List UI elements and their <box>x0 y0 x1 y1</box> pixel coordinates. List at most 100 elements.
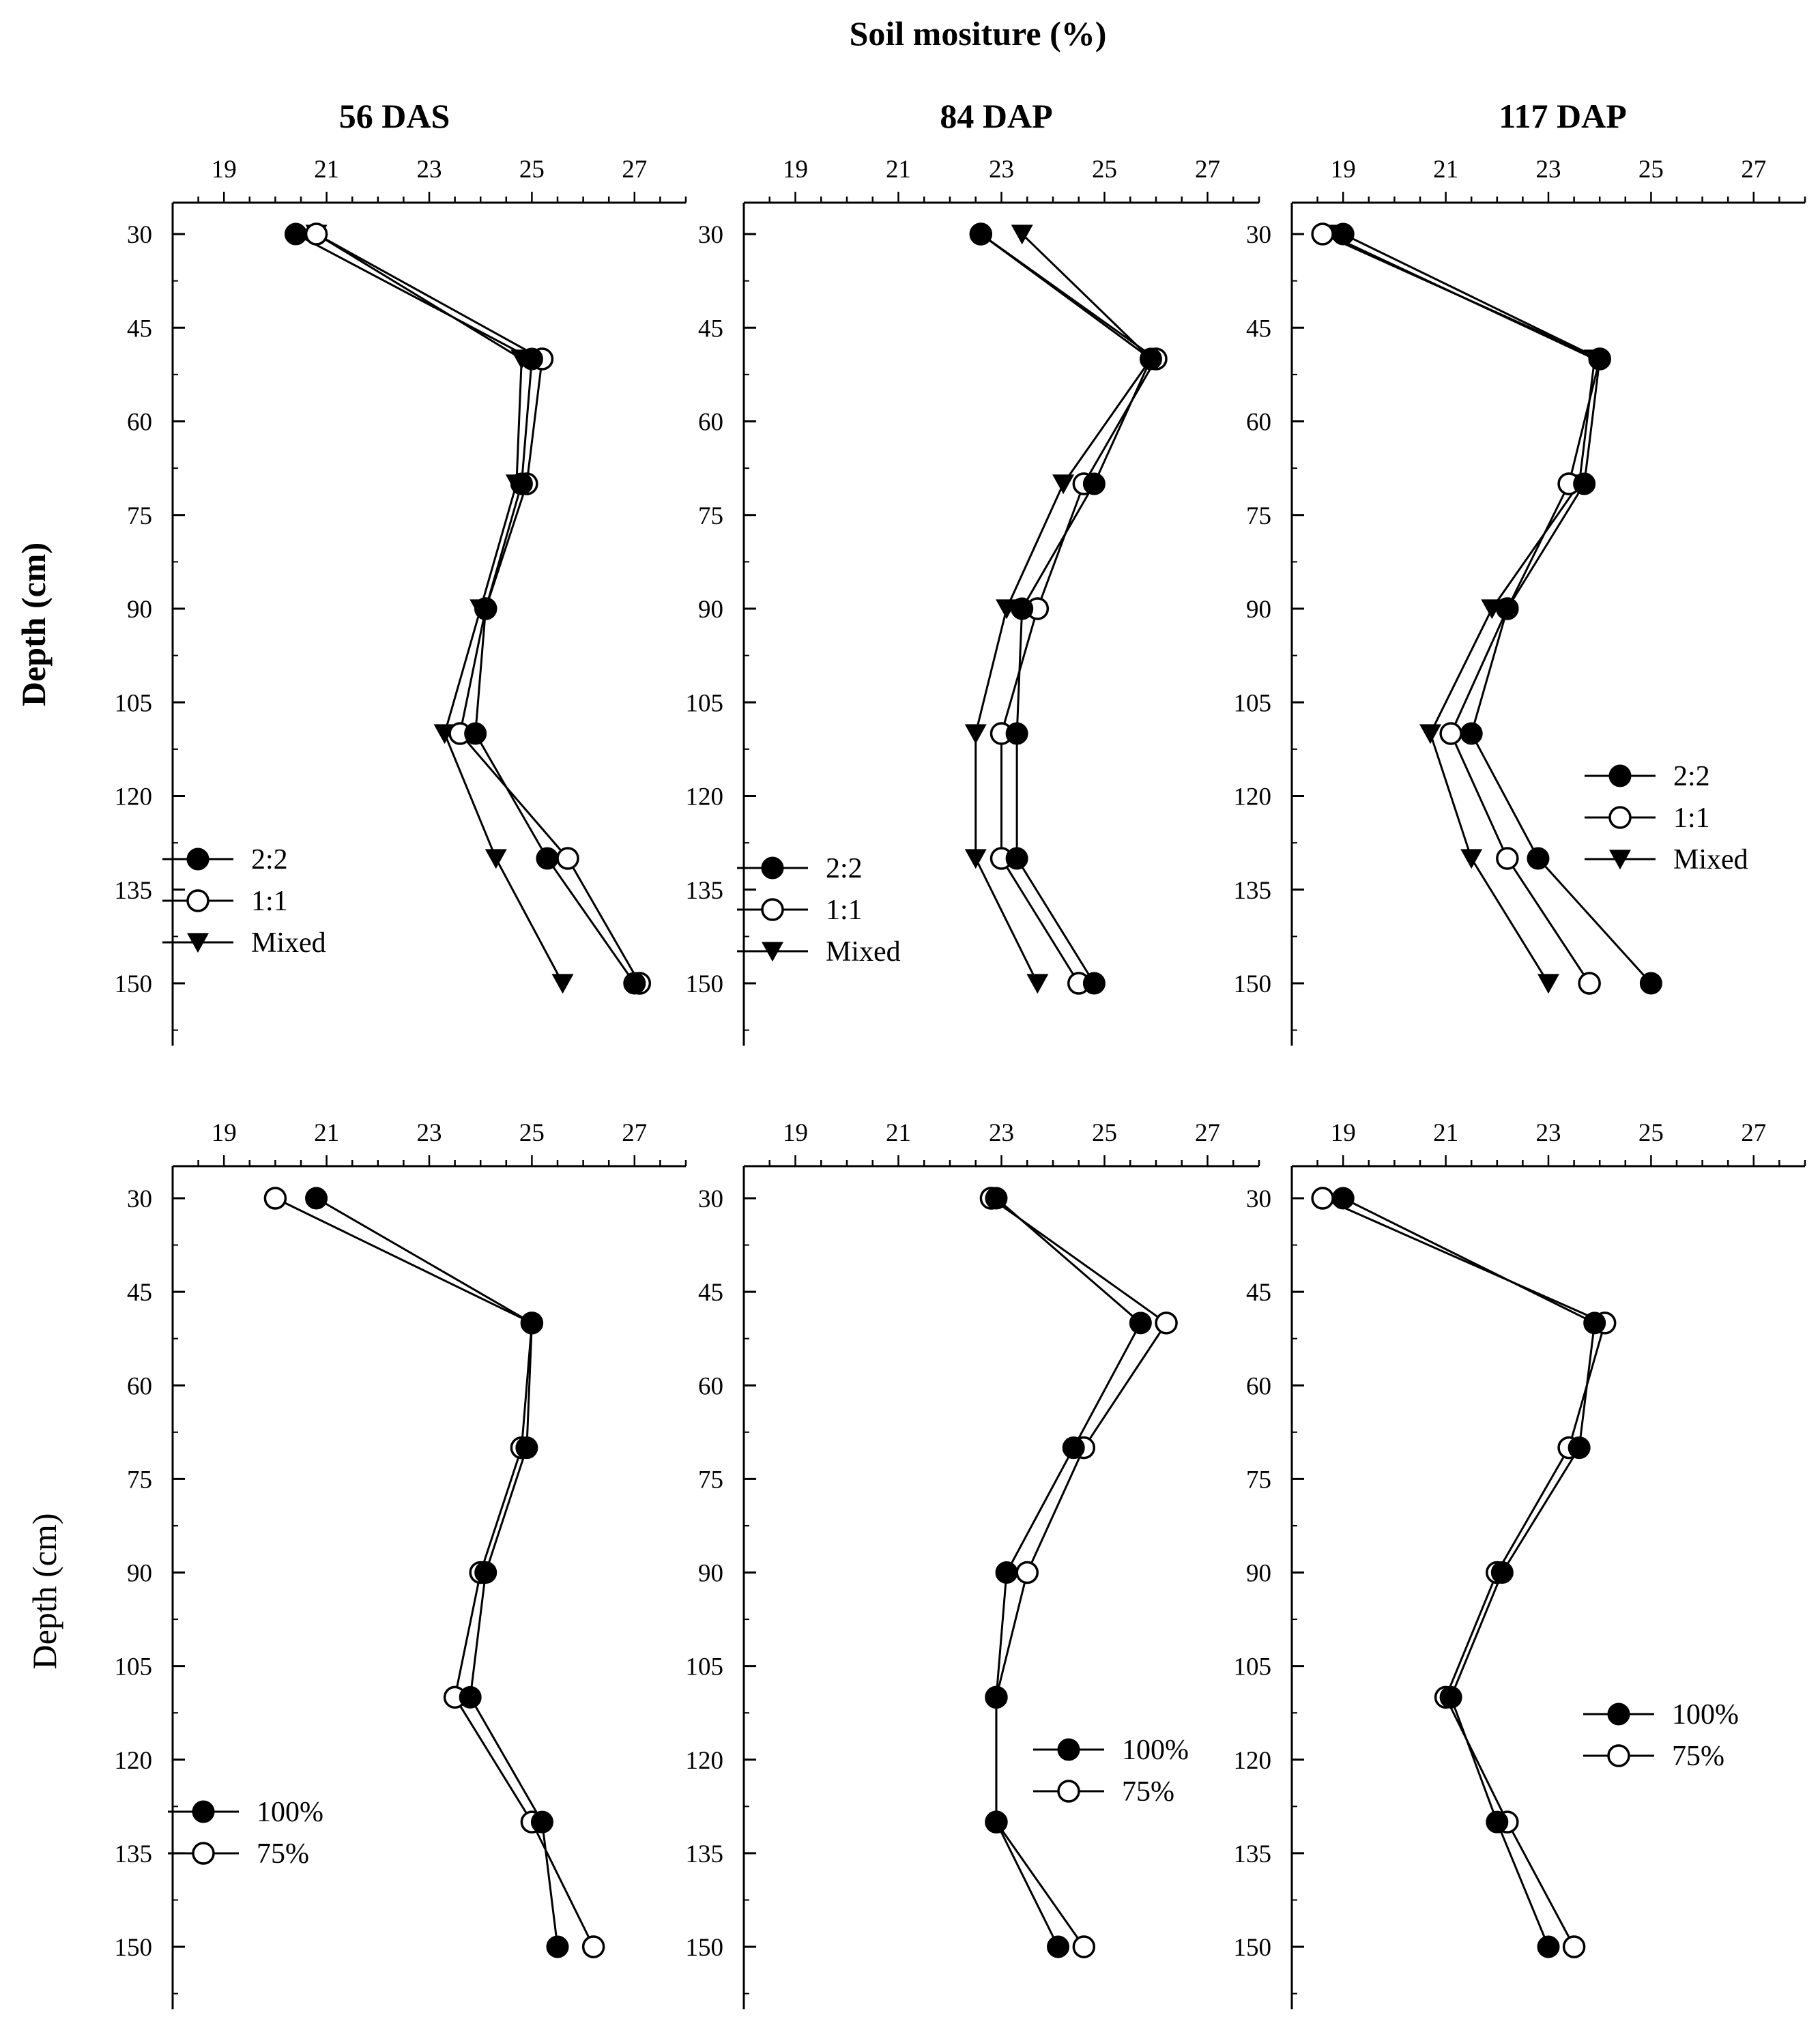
x-tick-label: 25 <box>519 156 545 184</box>
y-tick-label: 75 <box>1246 1466 1271 1494</box>
data-point <box>1331 222 1355 246</box>
data-point <box>964 849 987 869</box>
y-tick-label: 75 <box>698 502 723 530</box>
x-tick-label: 21 <box>886 1119 911 1147</box>
data-point <box>1439 1685 1462 1709</box>
data-point <box>985 1685 1008 1709</box>
data-point <box>1496 847 1519 870</box>
x-tick-label: 25 <box>1638 1119 1664 1147</box>
data-point <box>1439 722 1462 745</box>
data-point <box>1005 722 1028 745</box>
y-tick-label: 105 <box>1234 1653 1272 1681</box>
data-point <box>485 849 507 869</box>
x-tick-label: 27 <box>1195 156 1220 184</box>
y-tick-label: 135 <box>1234 877 1272 905</box>
y-tick-label: 60 <box>698 409 723 437</box>
y-tick-label: 45 <box>127 1279 152 1307</box>
legend-marker <box>761 898 784 921</box>
x-tick-label: 25 <box>1092 1119 1117 1147</box>
data-point <box>985 1187 1008 1210</box>
legend-label: 75% <box>1122 1776 1174 1808</box>
legend-marker <box>1608 806 1632 829</box>
x-tick-label: 23 <box>1536 1119 1561 1147</box>
x-tick-label: 19 <box>212 1119 237 1147</box>
legend-label: 75% <box>257 1838 309 1870</box>
y-tick-label: 150 <box>1234 970 1272 998</box>
y-tick-label: 105 <box>686 1653 724 1681</box>
data-point <box>964 724 987 744</box>
panel-group: 56 DAS 19 21 23 25 27 30 45 60 75 90 105 120 135 150 2:… <box>115 97 1806 2010</box>
y-tick-label: 30 <box>698 221 723 249</box>
data-point <box>1026 974 1049 994</box>
data-point <box>464 722 487 745</box>
legend: 100% 75% <box>168 1797 323 1870</box>
data-point <box>1082 472 1106 495</box>
y-tick-label: 105 <box>1234 689 1272 717</box>
legend-label: 1:1 <box>251 886 288 917</box>
legend-label: 100% <box>1122 1735 1189 1766</box>
data-point <box>510 472 533 495</box>
data-point <box>1072 1935 1096 1958</box>
y-tick-label: 120 <box>115 783 153 811</box>
y-axis-label-bottom: Depth (cm) <box>25 1513 63 1669</box>
data-point <box>551 974 574 994</box>
x-tick-label: 23 <box>989 156 1014 184</box>
data-point <box>1011 224 1033 245</box>
x-tick-label: 19 <box>1331 156 1356 184</box>
y-tick-label: 105 <box>115 1653 153 1681</box>
data-point <box>1082 972 1106 995</box>
y-tick-label: 105 <box>115 689 153 717</box>
y-tick-label: 75 <box>127 502 152 530</box>
legend-marker <box>192 1842 215 1865</box>
legend-label: 1:1 <box>1673 802 1710 834</box>
legend-label: 75% <box>1672 1741 1724 1772</box>
x-tick-label: 27 <box>1195 1119 1220 1147</box>
legend-marker <box>1608 764 1632 787</box>
y-tick-label: 120 <box>1234 783 1272 811</box>
data-point <box>284 222 307 246</box>
panel-title: 56 DAS <box>339 97 450 135</box>
legend-marker <box>1057 1780 1080 1803</box>
y-tick-label: 105 <box>686 689 724 717</box>
legend-marker <box>762 942 783 962</box>
x-tick-label: 25 <box>1638 156 1664 184</box>
data-point <box>1331 1187 1355 1210</box>
legend-marker <box>1057 1738 1080 1761</box>
y-tick-label: 90 <box>1246 596 1271 624</box>
data-point <box>474 597 497 620</box>
data-point <box>1047 1935 1070 1958</box>
x-tick-label: 23 <box>417 1119 442 1147</box>
data-point <box>985 1810 1008 1834</box>
legend-label: 100% <box>257 1797 323 1828</box>
chart-panel-5: 19 21 23 25 27 30 45 60 75 90 105 120 135 150 100% 75% <box>686 1119 1260 2010</box>
data-point <box>474 1561 497 1584</box>
y-tick-label: 150 <box>686 1934 724 1962</box>
y-tick-label: 75 <box>127 1466 152 1494</box>
x-tick-label: 23 <box>417 156 442 184</box>
data-point <box>263 1187 287 1210</box>
x-tick-label: 21 <box>1433 156 1458 184</box>
y-tick-label: 60 <box>1246 1372 1271 1400</box>
data-point <box>1011 597 1034 620</box>
x-tick-label: 23 <box>989 1119 1014 1147</box>
data-point <box>1052 474 1075 495</box>
data-point <box>1537 974 1559 994</box>
figure-title: Soil mositure (%) <box>850 14 1107 53</box>
y-axis-label-top: Depth (cm) <box>14 542 53 706</box>
x-tick-label: 27 <box>622 1119 647 1147</box>
y-tick-label: 30 <box>698 1185 723 1213</box>
y-tick-label: 120 <box>686 783 724 811</box>
x-tick-label: 25 <box>1092 156 1117 184</box>
data-point <box>1419 724 1442 744</box>
y-tick-label: 45 <box>127 315 152 343</box>
y-tick-label: 45 <box>1246 315 1271 343</box>
y-tick-label: 90 <box>698 596 723 624</box>
legend-label: 2:2 <box>251 844 288 875</box>
data-point <box>530 1810 553 1834</box>
legend-marker <box>1607 1703 1630 1726</box>
data-point <box>1527 847 1550 870</box>
data-point <box>1015 1561 1039 1584</box>
y-tick-label: 90 <box>1246 1560 1271 1588</box>
x-tick-label: 19 <box>783 1119 808 1147</box>
data-point <box>1639 972 1662 995</box>
